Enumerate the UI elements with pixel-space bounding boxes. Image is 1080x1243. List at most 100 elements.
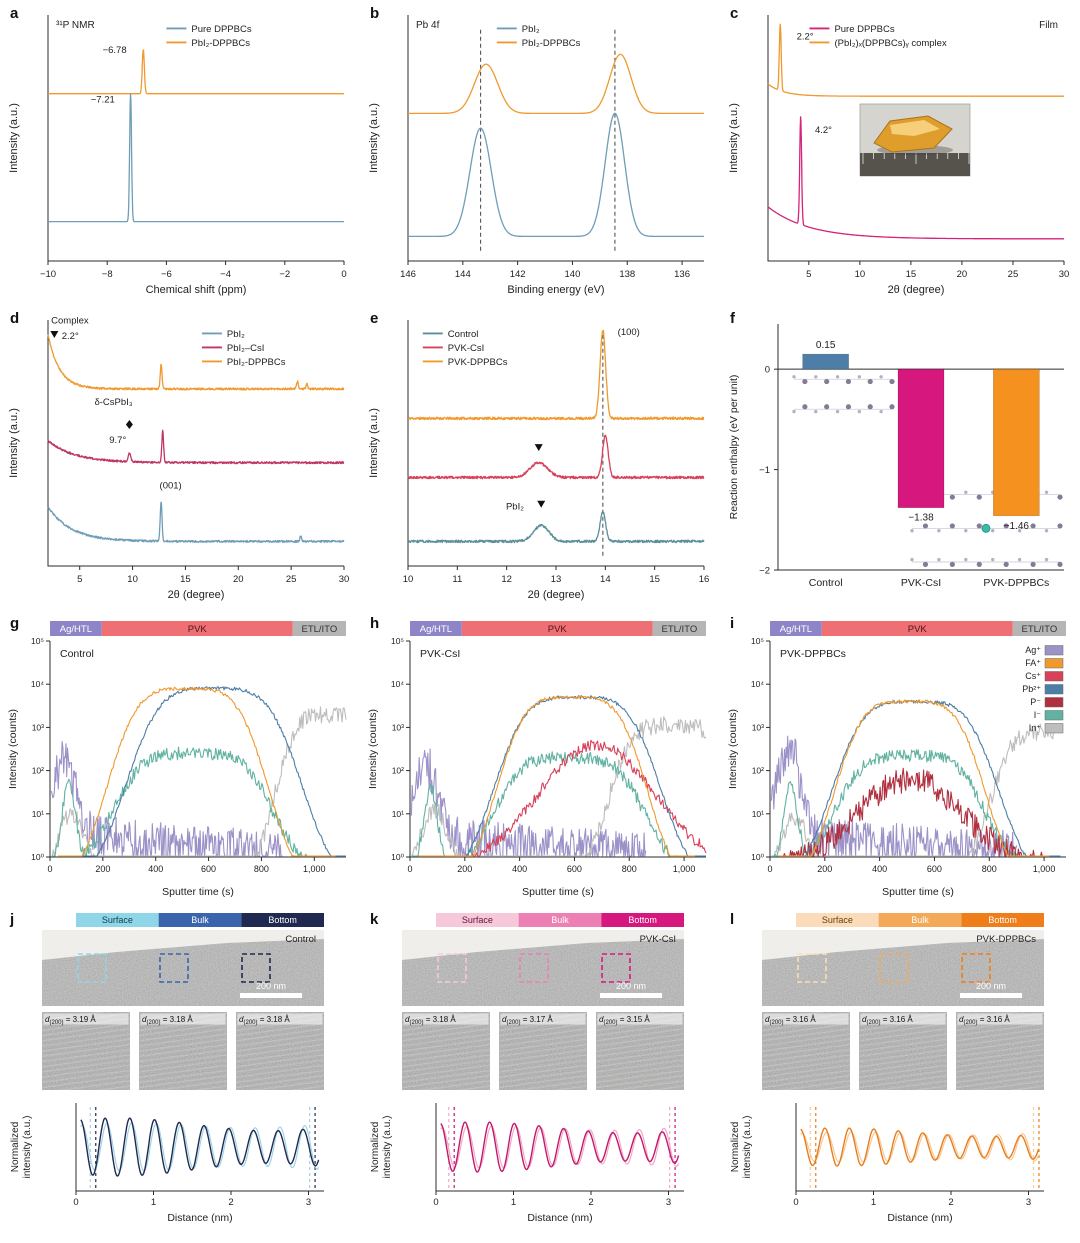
x-tick-label: 140: [565, 269, 581, 280]
annotation: Complex: [51, 316, 89, 327]
y-axis-label: intensity (a.u.): [382, 1116, 393, 1179]
panel-a: a −10 −8 −6 −4 −2 0 Chemical shift (ppm) Intens…: [0, 3, 360, 308]
axes: [407, 15, 704, 262]
zone-band: [878, 913, 962, 927]
panel-letter-d: d: [10, 310, 20, 327]
lattice-fringe: [235, 1059, 325, 1073]
y-tick-label: 10⁴: [751, 679, 764, 689]
lattice-fringe: [401, 1074, 491, 1089]
layer-band: [410, 621, 462, 636]
lattice-fringe: [595, 1059, 685, 1073]
y-tick-label: 10³: [752, 722, 764, 732]
lattice-fringe: [595, 1048, 685, 1063]
label-backdrop: [403, 1013, 489, 1025]
atom: [910, 557, 914, 562]
tem-cross-section-image: PVK-DPPBCs 200 nm: [762, 930, 1044, 1006]
x-tick-label: 1,000: [303, 864, 326, 874]
layer-band: [652, 621, 706, 636]
atom: [949, 523, 955, 529]
x-tick-label: 15: [649, 574, 660, 585]
intensity-profile: [440, 1125, 680, 1169]
lattice-fringe: [858, 1054, 948, 1068]
lattice-fringe: [138, 1028, 228, 1042]
lattice-fringe: [401, 1059, 491, 1073]
crystal-photo-inset: [859, 103, 971, 177]
d-spacing-label: d(200) = 3.19 Å: [45, 1015, 96, 1026]
x-axis-label: Distance (nm): [527, 1212, 592, 1224]
hrtem-image: d(200) = 3.18 Å: [401, 1007, 491, 1099]
lattice-fringe: [401, 1080, 491, 1094]
lattice-fringe: [41, 1059, 131, 1073]
sims-series: [52, 746, 346, 857]
lattice-fringe: [41, 1043, 131, 1058]
lattice-fringe: [955, 1048, 1045, 1063]
atom: [824, 404, 830, 410]
lattice-fringe: [498, 1038, 588, 1052]
y-tick-label: −1: [759, 465, 770, 476]
panel-j: j Surface Bulk Bottom Control 200 nm d(200) =…: [0, 909, 360, 1241]
lattice-fringe: [595, 1080, 685, 1094]
atom: [1017, 557, 1022, 562]
lattice-fringe: [41, 1074, 131, 1089]
tem-dppbcs-panel: Surface Bulk Bottom PVK-DPPBCs 200 nm d(200) …: [730, 913, 1045, 1224]
layer-band-label: Ag/HTL: [60, 624, 92, 635]
atom: [1057, 494, 1063, 500]
layer-band-label: PVK: [908, 624, 928, 635]
lattice-fringe: [498, 1059, 588, 1073]
lattice-fringe: [138, 1080, 228, 1094]
y-tick-label: 10⁵: [751, 636, 764, 646]
atom: [857, 409, 862, 414]
hrtem-noise-texture: [762, 1012, 850, 1090]
atom: [922, 523, 929, 529]
label-backdrop: [43, 1013, 129, 1025]
sample-label: PVK-CsI: [640, 934, 676, 945]
roi-box: [879, 953, 909, 983]
x-tick-label: 400: [512, 864, 527, 874]
layer-band: [292, 621, 346, 636]
lattice-fringe: [401, 1069, 491, 1084]
legend-swatch: [1044, 671, 1064, 682]
hrtem-noise-texture: [236, 1012, 324, 1090]
y-tick-label: 10⁰: [31, 852, 44, 862]
lattice-fringe: [498, 1048, 588, 1063]
bar-value-label: −1.46: [1004, 521, 1030, 532]
x-tick-label: 144: [455, 269, 471, 280]
spectrum-series: [407, 434, 705, 480]
annotation: PbI₂: [506, 501, 524, 512]
lattice-fringe: [401, 1048, 491, 1063]
lattice-fringe: [235, 1069, 325, 1084]
atom: [845, 404, 852, 410]
x-axis-label: Sputter time (s): [162, 886, 234, 898]
x-tick-label: −6: [161, 269, 172, 280]
atom: [867, 378, 873, 385]
x-tick-label: 5: [77, 574, 82, 585]
scale-bar-label: 200 nm: [616, 981, 646, 991]
atom: [949, 494, 955, 500]
zone-band: [601, 913, 684, 927]
lattice-fringe: [235, 1085, 325, 1099]
panel-l: l Surface Bulk Bottom PVK-DPPBCs 200 nm d(200…: [720, 909, 1080, 1241]
atom: [964, 557, 968, 562]
y-axis-label: Intensity (counts): [7, 709, 19, 789]
x-tick-label: 1,000: [1033, 864, 1056, 874]
d-spacing-label: d(200) = 3.18 Å: [405, 1015, 456, 1026]
bar: [897, 368, 945, 509]
atom: [964, 529, 968, 533]
y-tick-label: 10²: [392, 766, 404, 776]
x-axis-label: Sputter time (s): [882, 886, 954, 898]
lattice-fringe: [595, 1038, 685, 1052]
legend-label: Pure DPPBCs: [191, 24, 251, 35]
lattice-fringe: [955, 1085, 1045, 1099]
panel-letter-e: e: [370, 310, 379, 327]
atom: [857, 375, 862, 379]
lattice-fringe: [41, 1080, 131, 1094]
d-spacing-label: d(200) = 3.16 Å: [862, 1015, 913, 1026]
lattice-fringe: [858, 1059, 948, 1073]
lattice-fringe: [498, 1054, 588, 1068]
panel-letter-l: l: [730, 911, 735, 928]
lattice-fringe: [955, 1043, 1045, 1058]
scale-bar: [600, 993, 662, 998]
annotation: 2.2°: [62, 331, 79, 342]
atom: [792, 409, 796, 414]
spectrum-series: [767, 23, 1065, 97]
